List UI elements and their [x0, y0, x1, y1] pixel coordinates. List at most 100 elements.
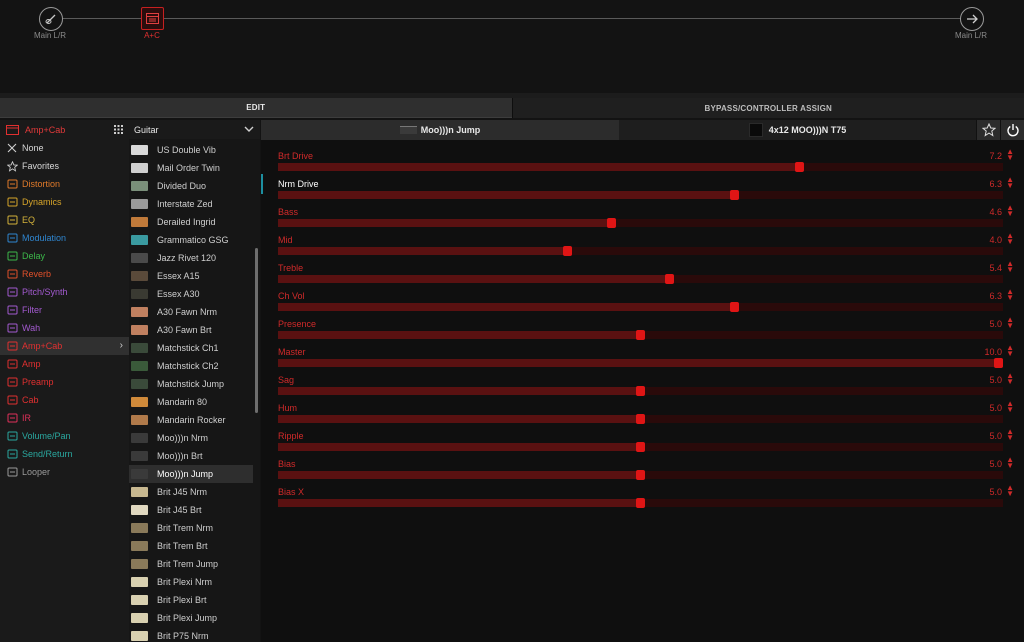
- param-slider-handle[interactable]: [994, 358, 1003, 368]
- category-item-wah[interactable]: Wah: [0, 319, 129, 337]
- param-slider-handle[interactable]: [636, 498, 645, 508]
- model-item[interactable]: Interstate Zed: [129, 195, 253, 213]
- model-item[interactable]: Moo)))n Nrm: [129, 429, 253, 447]
- category-item-favorites[interactable]: Favorites: [0, 157, 129, 175]
- category-item-modulation[interactable]: Modulation: [0, 229, 129, 247]
- amp-cab-block[interactable]: [141, 7, 164, 30]
- param-slider[interactable]: [278, 414, 1003, 424]
- tab-bypass-controller-assign[interactable]: BYPASS/CONTROLLER ASSIGN: [511, 98, 1024, 118]
- param-slider[interactable]: [278, 190, 1003, 200]
- model-item[interactable]: Brit P75 Nrm: [129, 627, 253, 642]
- model-item[interactable]: Grammatico GSG: [129, 231, 253, 249]
- model-item[interactable]: Moo)))n Jump: [129, 465, 253, 483]
- category-item-dynamics[interactable]: Dynamics: [0, 193, 129, 211]
- param-slider[interactable]: [278, 162, 1003, 172]
- stepper-icon[interactable]: ▲ ▼: [1006, 147, 1014, 162]
- model-item[interactable]: Jazz Rivet 120: [129, 249, 253, 267]
- category-item-ir[interactable]: IR: [0, 409, 129, 427]
- model-item[interactable]: A30 Fawn Brt: [129, 321, 253, 339]
- model-item[interactable]: US Double Vib: [129, 141, 253, 159]
- model-item[interactable]: Matchstick Jump: [129, 375, 253, 393]
- param-slider[interactable]: [278, 498, 1003, 508]
- model-item[interactable]: Brit J45 Brt: [129, 501, 253, 519]
- input-node[interactable]: [39, 7, 63, 31]
- model-group-dropdown[interactable]: Guitar: [129, 120, 260, 139]
- param-slider-handle[interactable]: [636, 386, 645, 396]
- model-item[interactable]: Mail Order Twin: [129, 159, 253, 177]
- param-slider-handle[interactable]: [636, 330, 645, 340]
- stepper-icon[interactable]: ▲ ▼: [1006, 231, 1014, 246]
- model-item[interactable]: Brit Trem Brt: [129, 537, 253, 555]
- model-item[interactable]: Mandarin 80: [129, 393, 253, 411]
- model-list-scrollbar[interactable]: [255, 248, 258, 413]
- category-item-eq[interactable]: EQ: [0, 211, 129, 229]
- param-slider[interactable]: [278, 246, 1003, 256]
- stepper-icon[interactable]: ▲ ▼: [1006, 455, 1014, 470]
- model-item[interactable]: Divided Duo: [129, 177, 253, 195]
- model-item[interactable]: Brit Plexi Brt: [129, 591, 253, 609]
- model-label: US Double Vib: [157, 145, 216, 155]
- category-item-none[interactable]: None: [0, 139, 129, 157]
- block-power-button[interactable]: [1000, 120, 1024, 140]
- model-item[interactable]: Essex A15: [129, 267, 253, 285]
- amp-model-tab[interactable]: Moo)))n Jump: [261, 120, 619, 140]
- param-slider-handle[interactable]: [636, 442, 645, 452]
- param-slider-handle[interactable]: [795, 162, 804, 172]
- category-item-pitch-synth[interactable]: Pitch/Synth: [0, 283, 129, 301]
- param-slider-handle[interactable]: [730, 302, 739, 312]
- stepper-icon[interactable]: ▲ ▼: [1006, 343, 1014, 358]
- param-slider[interactable]: [278, 218, 1003, 228]
- category-item-delay[interactable]: Delay: [0, 247, 129, 265]
- category-item-amp-cab[interactable]: Amp+Cab ›: [0, 337, 129, 355]
- stepper-icon[interactable]: ▲ ▼: [1006, 287, 1014, 302]
- category-item-distortion[interactable]: Distortion: [0, 175, 129, 193]
- param-slider[interactable]: [278, 358, 1003, 368]
- param-slider-handle[interactable]: [636, 414, 645, 424]
- model-item[interactable]: Brit Trem Nrm: [129, 519, 253, 537]
- model-item[interactable]: Brit Trem Jump: [129, 555, 253, 573]
- param-slider-handle[interactable]: [563, 246, 572, 256]
- category-header[interactable]: Amp+Cab: [0, 120, 129, 139]
- model-item[interactable]: A30 Fawn Nrm: [129, 303, 253, 321]
- param-slider[interactable]: [278, 330, 1003, 340]
- param-slider[interactable]: [278, 386, 1003, 396]
- model-item[interactable]: Moo)))n Brt: [129, 447, 253, 465]
- category-item-reverb[interactable]: Reverb: [0, 265, 129, 283]
- model-item[interactable]: Brit J45 Nrm: [129, 483, 253, 501]
- category-item-filter[interactable]: Filter: [0, 301, 129, 319]
- param-slider-handle[interactable]: [636, 470, 645, 480]
- category-item-volume-pan[interactable]: Volume/Pan: [0, 427, 129, 445]
- cab-model-tab[interactable]: 4x12 MOO)))N T75: [619, 120, 976, 140]
- model-item[interactable]: Brit Plexi Nrm: [129, 573, 253, 591]
- model-item[interactable]: Matchstick Ch1: [129, 339, 253, 357]
- stepper-icon[interactable]: ▲ ▼: [1006, 315, 1014, 330]
- model-item[interactable]: Essex A30: [129, 285, 253, 303]
- param-slider[interactable]: [278, 470, 1003, 480]
- tab-edit[interactable]: EDIT: [0, 98, 512, 118]
- grid-icon[interactable]: [114, 125, 123, 134]
- stepper-icon[interactable]: ▲ ▼: [1006, 259, 1014, 274]
- output-node[interactable]: [960, 7, 984, 31]
- stepper-icon[interactable]: ▲ ▼: [1006, 427, 1014, 442]
- model-item[interactable]: Derailed Ingrid: [129, 213, 253, 231]
- param-slider[interactable]: [278, 274, 1003, 284]
- stepper-icon[interactable]: ▲ ▼: [1006, 203, 1014, 218]
- category-item-preamp[interactable]: Preamp: [0, 373, 129, 391]
- category-item-cab[interactable]: Cab: [0, 391, 129, 409]
- model-item[interactable]: Brit Plexi Jump: [129, 609, 253, 627]
- category-item-send-return[interactable]: Send/Return: [0, 445, 129, 463]
- stepper-icon[interactable]: ▲ ▼: [1006, 371, 1014, 386]
- param-slider[interactable]: [278, 302, 1003, 312]
- stepper-icon[interactable]: ▲ ▼: [1006, 175, 1014, 190]
- model-item[interactable]: Matchstick Ch2: [129, 357, 253, 375]
- param-slider[interactable]: [278, 442, 1003, 452]
- param-slider-handle[interactable]: [665, 274, 674, 284]
- favorite-button[interactable]: [976, 120, 1000, 140]
- param-slider-handle[interactable]: [730, 190, 739, 200]
- category-item-amp[interactable]: Amp: [0, 355, 129, 373]
- param-slider-handle[interactable]: [607, 218, 616, 228]
- stepper-icon[interactable]: ▲ ▼: [1006, 399, 1014, 414]
- category-item-looper[interactable]: Looper: [0, 463, 129, 481]
- model-item[interactable]: Mandarin Rocker: [129, 411, 253, 429]
- stepper-icon[interactable]: ▲ ▼: [1006, 483, 1014, 498]
